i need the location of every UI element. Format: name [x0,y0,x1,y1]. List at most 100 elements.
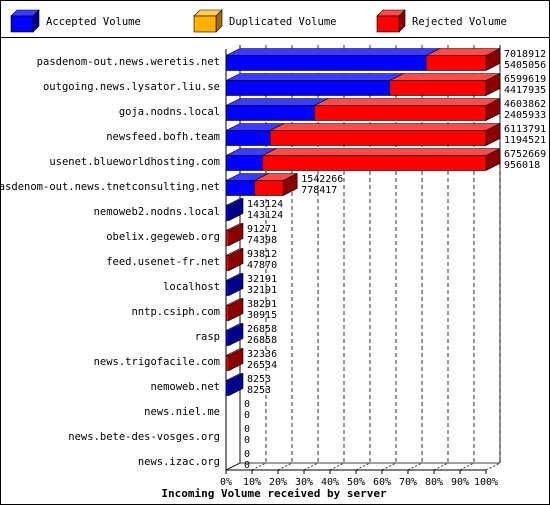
bar-small-obelix-gegeweb-org [225,223,244,246]
category-label-obelix-gegeweb-org: obelix.gegeweb.org [106,231,220,243]
bars [225,48,501,396]
value-label-top: 4603862 [504,99,546,110]
legend-item-duplicated-volume: Duplicated Volume [193,9,336,33]
x-tick-label: 60% [373,477,391,488]
value-label-bottom: 0 [244,460,250,471]
bar-small-localhost [225,273,244,296]
legend-label: Duplicated Volume [229,16,336,28]
category-label-nemoweb-net: nemoweb.net [150,381,220,393]
category-label-news-izac-org: news.izac.org [138,456,220,468]
floor-line-0 [225,462,241,471]
floor-line-80 [433,462,449,471]
category-label-goja-nodns-local: goja.nodns.local [119,106,220,118]
value-label-top: 38291 [247,299,277,310]
x-tick-label: 80% [425,477,443,488]
bar-small-nntp-csiph-com [225,298,244,321]
value-label-top: 0 [244,399,250,410]
value-label-bottom: 5405056 [504,60,546,71]
legend-item-accepted-volume: Accepted Volume [10,9,141,33]
value-label-bottom: 74398 [247,235,277,246]
category-label-newsfeed-bofh-team: newsfeed.bofh.team [106,131,220,143]
bar-small-nemoweb2-nodns-local [225,198,244,221]
floor-line-70 [407,462,423,471]
bar-rejected-usenet-blueworldhosting-com [262,148,501,171]
value-label-bottom: 30915 [247,310,277,321]
legend-label: Rejected Volume [412,16,507,28]
category-label-news-niel-me: news.niel.me [144,406,220,418]
category-label-feed-usenet-fr-net: feed.usenet-fr.net [106,256,220,268]
value-label-top: 26858 [247,324,277,335]
floor-line-90 [459,462,475,471]
bar-small-feed-usenet-fr-net [225,248,244,271]
value-label-top: 32191 [247,274,277,285]
x-tick-label: 50% [347,477,365,488]
bar-small-nemoweb-net [225,373,244,396]
value-label-bottom: 47870 [247,260,277,271]
category-label-outgoing-news-lysator-liu-se: outgoing.news.lysator.liu.se [43,81,220,93]
x-tick-label: 20% [269,477,287,488]
category-label-pasdenom-out-news-tnetconsulting-net: pasdenom-out.news.tnetconsulting.net [1,181,220,193]
value-label-top: 7018912 [504,49,546,60]
category-label-nntp-csiph-com: nntp.csiph.com [131,306,220,318]
floor-line-40 [329,462,345,471]
value-label-top: 8253 [247,374,271,385]
floor-line-60 [381,462,397,471]
category-label-news-bete-des-vosges-org: news.bete-des-vosges.org [68,431,220,443]
value-label-top: 6599619 [504,74,546,85]
value-label-bottom: 26858 [247,335,277,346]
value-label-top: 93812 [247,249,277,260]
value-label-bottom: 778417 [301,185,337,196]
value-label-bottom: 0 [244,410,250,421]
legend-swatch [193,15,217,33]
x-tick-label: 90% [451,477,469,488]
category-labels: pasdenom-out.news.weretis.net outgoing.ne… [1,56,220,468]
value-label-top: 32336 [247,349,277,360]
value-label-bottom: 143124 [247,210,283,221]
floor-line-10 [251,462,267,471]
bar-small-news-trigofacile-com [225,348,244,371]
legend-swatch [10,15,34,33]
category-label-nemoweb2-nodns-local: nemoweb2.nodns.local [94,206,220,218]
value-label-bottom: 32191 [247,285,277,296]
x-tick-label: 100% [474,477,498,488]
bar-rejected-goja-nodns-local [314,98,501,121]
value-label-top: 6752669 [504,149,546,160]
bar-accepted-goja-nodns-local [225,98,329,121]
bar-accepted-outgoing-news-lysator-liu-se [225,73,405,96]
value-label-top: 91271 [247,224,277,235]
x-tick-label: 0% [220,477,232,488]
category-label-rasp: rasp [195,331,220,343]
category-label-news-trigofacile-com: news.trigofacile.com [94,356,220,368]
floor-line-50 [355,462,371,471]
value-label-top: 6113791 [504,124,546,135]
bar-rejected-pasdenom-out-news-tnetconsulting-net [254,173,298,196]
value-label-bottom: 1194521 [504,135,546,146]
value-label-top: 0 [244,449,250,460]
bar-small-rasp [225,323,244,346]
x-axis: 0% 10% 20% 30% 40% 50% 60% 70% 80% 90% 100% [220,49,498,488]
category-label-pasdenom-out-news-weretis-net: pasdenom-out.news.weretis.net [37,56,220,68]
category-label-usenet-blueworldhosting-com: usenet.blueworldhosting.com [49,156,220,168]
legend-label: Accepted Volume [46,16,141,28]
bar-rejected-newsfeed-bofh-team [269,123,501,146]
value-label-bottom: 8253 [247,385,271,396]
value-label-bottom: 4417935 [504,85,546,96]
value-label-top: 1542266 [301,174,343,185]
category-label-localhost: localhost [163,281,220,293]
floor-line-100 [485,462,501,471]
floor-line-30 [303,462,319,471]
value-label-top: 0 [244,424,250,435]
legend: Accepted Volume Duplicated Volume Rejected… [10,9,507,33]
value-label-bottom: 956018 [504,160,540,171]
legend-swatch [376,15,400,33]
value-label-bottom: 0 [244,435,250,446]
chart-title: Incoming Volume received by server [161,487,387,500]
value-label-bottom: 2405933 [504,110,546,121]
value-label-bottom: 26534 [247,360,277,371]
x-tick-label: 10% [243,477,261,488]
bar-rejected-outgoing-news-lysator-liu-se [389,73,501,96]
bar-rejected-pasdenom-out-news-weretis-net [425,48,501,71]
